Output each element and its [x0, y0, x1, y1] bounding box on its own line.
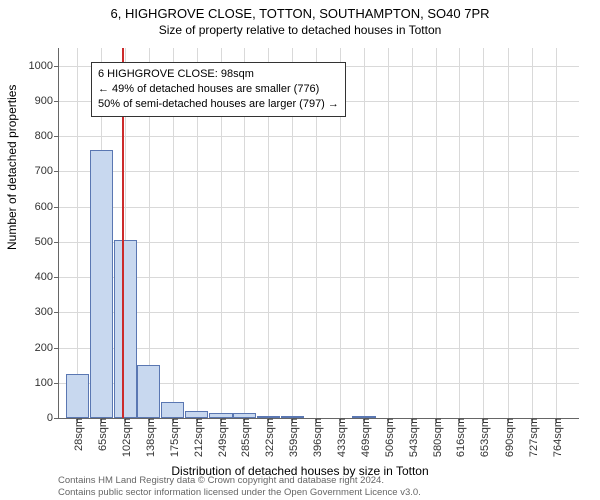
- xtick-label: 727sqm: [524, 418, 540, 457]
- histogram-bar: [137, 365, 160, 418]
- gridline-v: [532, 48, 533, 418]
- gridline-h: [59, 171, 579, 172]
- xtick-label: 616sqm: [451, 418, 467, 457]
- footer-line: Contains HM Land Registry data © Crown c…: [58, 475, 421, 486]
- annotation-box: 6 HIGHGROVE CLOSE: 98sqm← 49% of detache…: [91, 62, 346, 117]
- histogram-bar: [185, 411, 208, 418]
- xtick-label: 359sqm: [284, 418, 300, 457]
- xtick-label: 102sqm: [117, 418, 133, 457]
- ytick-label: 100: [35, 377, 59, 389]
- xtick-label: 433sqm: [332, 418, 348, 457]
- gridline-h: [59, 312, 579, 313]
- ytick-label: 800: [35, 130, 59, 142]
- xtick-label: 322sqm: [260, 418, 276, 457]
- histogram-bar: [352, 416, 375, 418]
- xtick-label: 506sqm: [380, 418, 396, 457]
- annotation-line: ← 49% of detached houses are smaller (77…: [98, 82, 339, 97]
- xtick-label: 396sqm: [308, 418, 324, 457]
- chart-subtitle: Size of property relative to detached ho…: [0, 23, 600, 37]
- xtick-label: 65sqm: [93, 418, 109, 451]
- ytick-label: 500: [35, 236, 59, 248]
- gridline-h: [59, 136, 579, 137]
- histogram-bar: [114, 240, 137, 418]
- gridline-v: [436, 48, 437, 418]
- annotation-line: 6 HIGHGROVE CLOSE: 98sqm: [98, 67, 339, 82]
- xtick-label: 653sqm: [475, 418, 491, 457]
- xtick-label: 249sqm: [213, 418, 229, 457]
- gridline-h: [59, 277, 579, 278]
- chart-plot-area: 0100200300400500600700800900100028sqm65s…: [58, 48, 579, 419]
- footer-line: Contains public sector information licen…: [58, 487, 421, 498]
- histogram-bar: [66, 374, 89, 418]
- xtick-label: 28sqm: [69, 418, 85, 451]
- xtick-label: 469sqm: [356, 418, 372, 457]
- histogram-bar: [161, 402, 184, 418]
- gridline-v: [483, 48, 484, 418]
- gridline-v: [364, 48, 365, 418]
- gridline-v: [388, 48, 389, 418]
- gridline-v: [459, 48, 460, 418]
- attribution-footer: Contains HM Land Registry data © Crown c…: [58, 475, 421, 498]
- histogram-bar: [281, 416, 304, 418]
- ytick-label: 1000: [29, 60, 59, 72]
- xtick-label: 285sqm: [236, 418, 252, 457]
- histogram-bar: [90, 150, 113, 418]
- annotation-line: 50% of semi-detached houses are larger (…: [98, 97, 339, 112]
- title-block: 6, HIGHGROVE CLOSE, TOTTON, SOUTHAMPTON,…: [0, 0, 600, 37]
- gridline-h: [59, 242, 579, 243]
- ytick-label: 900: [35, 95, 59, 107]
- histogram-bar: [209, 413, 232, 418]
- xtick-label: 175sqm: [165, 418, 181, 457]
- xtick-label: 764sqm: [548, 418, 564, 457]
- gridline-h: [59, 207, 579, 208]
- gridline-v: [412, 48, 413, 418]
- gridline-v: [77, 48, 78, 418]
- gridline-v: [556, 48, 557, 418]
- xtick-label: 212sqm: [189, 418, 205, 457]
- xtick-label: 580sqm: [428, 418, 444, 457]
- gridline-v: [508, 48, 509, 418]
- xtick-label: 690sqm: [500, 418, 516, 457]
- histogram-bar: [257, 416, 280, 418]
- ytick-label: 0: [47, 412, 59, 424]
- ytick-label: 700: [35, 165, 59, 177]
- ytick-label: 200: [35, 342, 59, 354]
- chart-title: 6, HIGHGROVE CLOSE, TOTTON, SOUTHAMPTON,…: [0, 6, 600, 21]
- ytick-label: 600: [35, 201, 59, 213]
- y-axis-label: Number of detached properties: [5, 85, 19, 250]
- gridline-h: [59, 348, 579, 349]
- histogram-bar: [233, 413, 256, 418]
- xtick-label: 138sqm: [141, 418, 157, 457]
- xtick-label: 543sqm: [404, 418, 420, 457]
- ytick-label: 300: [35, 306, 59, 318]
- ytick-label: 400: [35, 271, 59, 283]
